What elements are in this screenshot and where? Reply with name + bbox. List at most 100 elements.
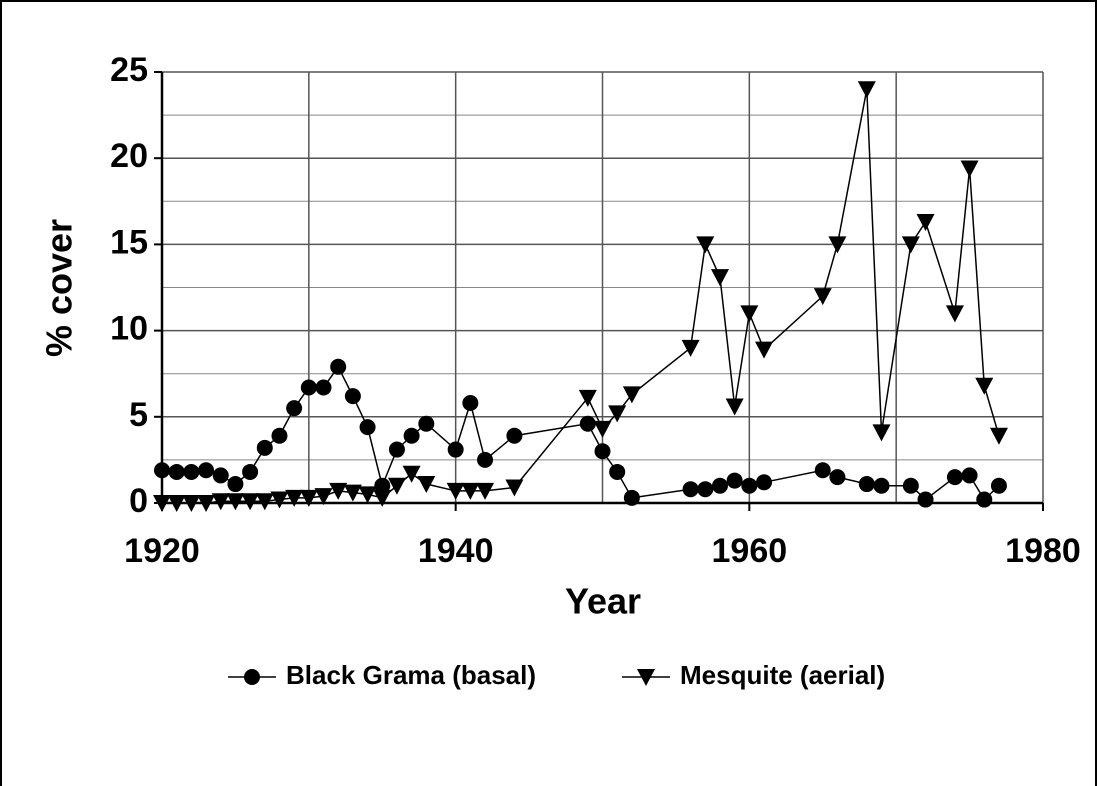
marker <box>374 477 391 494</box>
marker <box>255 493 274 511</box>
marker <box>359 419 376 436</box>
marker <box>417 476 436 494</box>
marker <box>593 420 612 438</box>
marker <box>609 463 626 480</box>
marker <box>477 451 494 468</box>
marker <box>637 669 655 686</box>
marker <box>901 236 920 254</box>
marker <box>358 486 377 504</box>
marker <box>300 379 317 396</box>
marker <box>403 427 420 444</box>
legend-item: Black Grama (basal) <box>228 660 536 690</box>
marker <box>153 495 171 512</box>
marker <box>623 489 640 506</box>
marker <box>387 477 406 495</box>
marker <box>344 388 361 405</box>
y-tick-label: 15 <box>110 223 148 261</box>
marker <box>961 467 978 484</box>
marker <box>622 386 641 404</box>
marker <box>741 477 758 494</box>
marker <box>241 493 260 511</box>
marker <box>697 481 714 498</box>
marker <box>418 415 435 432</box>
marker <box>608 405 627 423</box>
marker <box>857 81 876 99</box>
marker <box>960 160 979 178</box>
marker <box>696 236 715 254</box>
marker <box>682 481 699 498</box>
marker <box>168 463 185 480</box>
marker <box>183 463 200 480</box>
series-line <box>162 89 1000 504</box>
marker <box>461 482 480 500</box>
marker <box>270 491 289 509</box>
marker <box>285 489 304 507</box>
legend-item: Mesquite (aerial) <box>622 660 885 690</box>
x-tick-label: 1960 <box>712 532 788 570</box>
marker <box>872 424 891 442</box>
marker <box>242 463 259 480</box>
y-tick-label: 10 <box>110 310 148 348</box>
marker <box>315 379 332 396</box>
marker <box>755 341 774 359</box>
marker <box>945 305 964 323</box>
marker <box>989 427 1008 445</box>
marker <box>710 269 729 287</box>
marker <box>330 358 347 375</box>
marker <box>711 477 728 494</box>
marker <box>578 389 597 407</box>
marker <box>329 482 348 500</box>
legend-label: Mesquite (aerial) <box>680 660 885 690</box>
marker <box>756 474 773 491</box>
marker <box>286 400 303 417</box>
y-tick-label: 25 <box>110 51 148 89</box>
marker <box>373 489 392 507</box>
marker <box>829 469 846 486</box>
marker <box>740 305 759 323</box>
marker <box>990 477 1007 494</box>
marker <box>976 491 993 508</box>
marker <box>402 465 421 483</box>
marker <box>814 462 831 479</box>
marker <box>154 462 170 479</box>
marker <box>197 495 216 512</box>
marker <box>212 467 229 484</box>
marker <box>198 462 215 479</box>
marker <box>916 213 935 231</box>
marker <box>227 476 244 493</box>
marker <box>476 482 495 500</box>
marker <box>873 477 890 494</box>
marker <box>975 377 994 395</box>
marker <box>211 493 230 511</box>
marker <box>226 493 245 511</box>
x-axis-label: Year <box>565 581 641 622</box>
marker <box>506 427 523 444</box>
marker <box>902 477 919 494</box>
marker <box>579 415 596 432</box>
x-tick-label: 1940 <box>418 532 494 570</box>
y-axis-label: % cover <box>39 219 80 357</box>
marker <box>314 488 333 506</box>
legend-label: Black Grama (basal) <box>286 660 536 690</box>
marker <box>946 469 963 486</box>
y-tick-label: 20 <box>110 137 148 175</box>
marker <box>299 489 318 507</box>
marker <box>828 236 847 254</box>
x-tick-label: 1920 <box>124 532 200 570</box>
marker <box>182 495 201 512</box>
marker <box>447 441 464 458</box>
marker <box>271 427 288 444</box>
marker <box>594 443 611 460</box>
x-tick-label: 1980 <box>1005 532 1081 570</box>
marker <box>462 395 479 412</box>
marker <box>446 482 465 500</box>
marker <box>725 398 744 416</box>
marker <box>244 669 260 685</box>
marker <box>167 495 186 512</box>
marker <box>343 484 362 502</box>
y-tick-label: 0 <box>129 482 148 520</box>
marker <box>256 439 273 456</box>
marker <box>505 479 524 497</box>
